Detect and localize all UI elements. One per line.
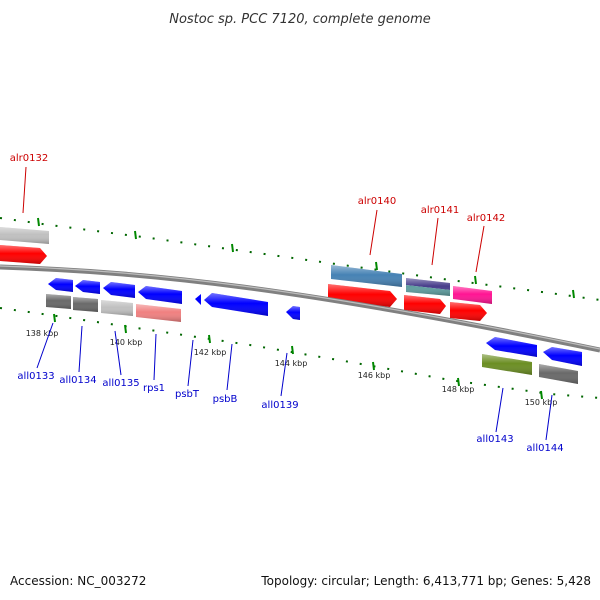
- major-tick: [372, 361, 375, 371]
- gene-label-alr0140[interactable]: alr0140: [358, 196, 396, 207]
- gene-label-all0134[interactable]: all0134: [59, 375, 96, 386]
- leader-line: [495, 387, 504, 433]
- gene-label-all0139[interactable]: all0139: [261, 400, 298, 411]
- leader-line: [22, 166, 27, 214]
- forward-gene-labels: alr0132 alr0140 alr0141 alr0142: [10, 153, 505, 273]
- genome-backbone: [0, 264, 600, 353]
- leader-line: [114, 330, 122, 376]
- major-tick: [231, 243, 234, 253]
- topology-summary: Topology: circular; Length: 6,413,771 bp…: [260, 574, 591, 588]
- major-tick: [291, 345, 294, 355]
- cds-reverse-psbT[interactable]: [195, 294, 201, 305]
- kbp-label: 138 kbp: [26, 329, 59, 338]
- major-tick: [457, 377, 460, 387]
- major-tick: [572, 289, 575, 299]
- leader-line: [226, 343, 233, 391]
- outer-tick-ring: [0, 217, 600, 301]
- inner-tick-ring: [0, 307, 600, 400]
- major-tick: [53, 313, 56, 323]
- gene-label-alr0132[interactable]: alr0132: [10, 153, 48, 164]
- gene-label-psbT[interactable]: psbT: [175, 389, 200, 400]
- leader-line: [78, 325, 83, 373]
- leader-line: [475, 225, 485, 273]
- major-tick: [375, 261, 378, 271]
- gene-label-psbB[interactable]: psbB: [213, 394, 238, 405]
- leader-line: [545, 394, 553, 441]
- gene-label-rps1[interactable]: rps1: [143, 383, 165, 394]
- leader-line: [369, 209, 378, 256]
- gene-label-alr0142[interactable]: alr0142: [467, 213, 505, 224]
- major-tick: [124, 324, 127, 334]
- kbp-label: 140 kbp: [110, 338, 143, 347]
- reverse-gene-labels: all0133 all0134 all0135 rps1 psbT psbB a…: [17, 322, 564, 454]
- kbp-label: 146 kbp: [358, 371, 391, 380]
- gene-label-all0133[interactable]: all0133: [17, 371, 54, 382]
- forward-cog-row: [0, 227, 492, 304]
- leader-line: [187, 339, 194, 387]
- major-tick: [37, 217, 40, 227]
- leader-line: [431, 217, 439, 266]
- reverse-cds-row: [48, 278, 582, 366]
- kbp-label: 148 kbp: [442, 385, 475, 394]
- kbp-label: 142 kbp: [194, 348, 227, 357]
- gene-label-alr0141[interactable]: alr0141: [421, 205, 459, 216]
- major-tick: [134, 230, 137, 240]
- gene-label-all0135[interactable]: all0135: [102, 378, 139, 389]
- kbp-label: 150 kbp: [525, 398, 558, 407]
- leader-line: [280, 352, 288, 397]
- leader-line: [153, 333, 157, 381]
- accession-text: Accession: NC_003272: [10, 574, 146, 588]
- reverse-cog-row: [46, 294, 578, 384]
- map-title: Nostoc sp. PCC 7120, complete genome: [169, 12, 431, 27]
- kbp-label: 144 kbp: [275, 359, 308, 368]
- kbp-labels: 138 kbp 140 kbp 142 kbp 144 kbp 146 kbp …: [26, 329, 558, 407]
- major-tick: [540, 390, 543, 400]
- gene-label-all0144[interactable]: all0144: [526, 443, 563, 454]
- major-tick: [208, 334, 211, 344]
- major-tick: [474, 275, 477, 285]
- gene-label-all0143[interactable]: all0143: [476, 434, 513, 445]
- leader-line: [36, 322, 54, 369]
